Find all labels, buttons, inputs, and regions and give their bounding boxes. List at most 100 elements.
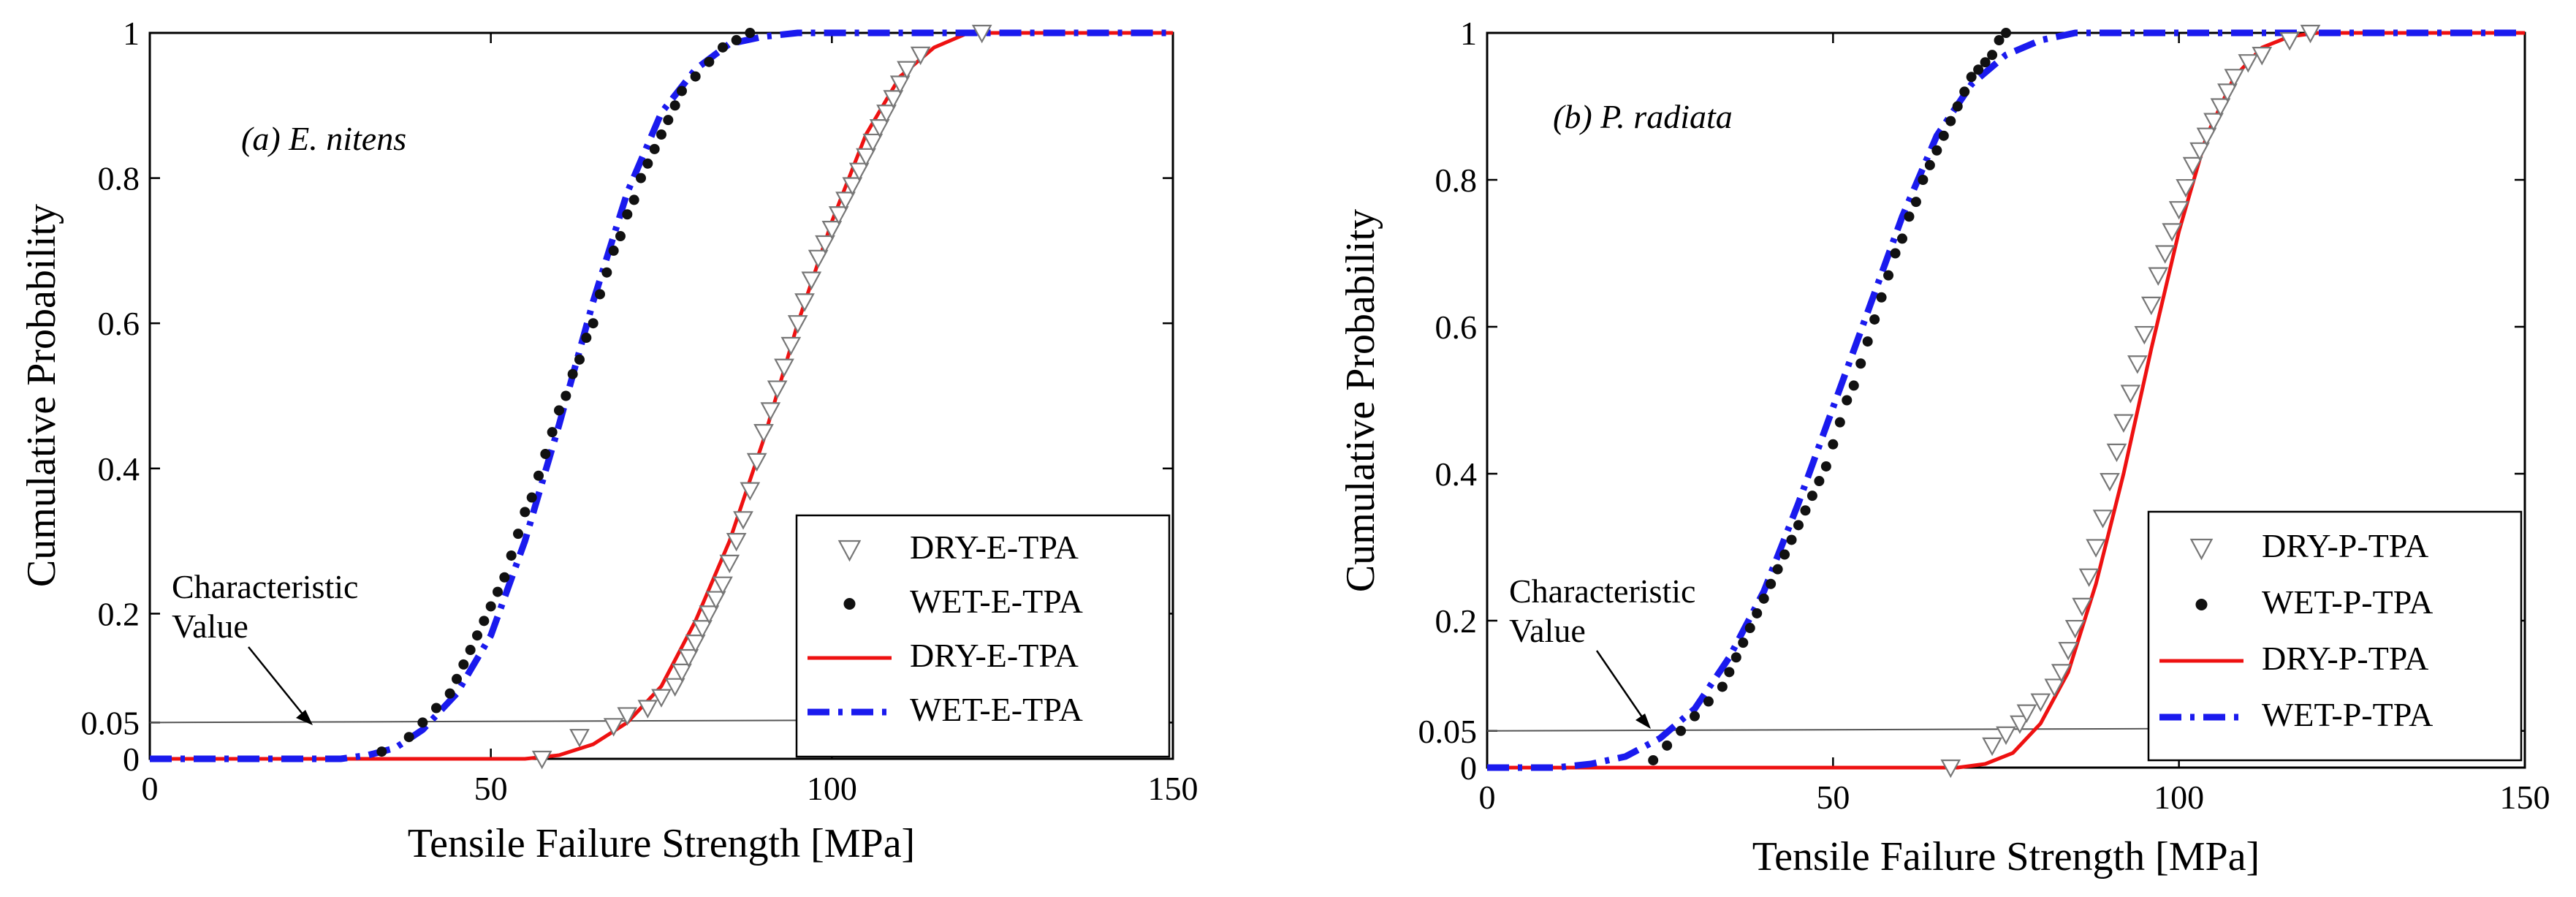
legend-dot-symbol: [2195, 599, 2208, 610]
wet-data-point: [1703, 696, 1714, 707]
dry-data-point: [1982, 737, 2002, 757]
wet-data-point: [642, 158, 653, 169]
dry-data-point: [2086, 539, 2106, 558]
dry-data-point: [897, 61, 917, 80]
legend-dot-symbol: [843, 598, 856, 610]
wet-data-point: [1952, 101, 1963, 112]
dry-data-point: [678, 648, 699, 668]
dry-data-point: [746, 453, 767, 472]
dry-data-point: [617, 707, 638, 726]
ytick-label: 0.4: [1435, 455, 1478, 493]
dry-data-point: [726, 532, 747, 552]
wet-data-point: [1834, 417, 1845, 428]
xtick-label: 0: [1479, 779, 1496, 816]
xtick-label: 100: [807, 770, 857, 807]
dry-data-point: [637, 700, 658, 719]
dry-data-point: [531, 750, 552, 770]
dry-data-point: [2252, 47, 2273, 66]
dry-data-point: [2113, 414, 2134, 433]
panel-a-legend-label-3: DRY-E-TPA: [910, 637, 1079, 674]
dry-data-point: [2072, 597, 2092, 617]
ytick-label: 0.8: [98, 160, 140, 197]
wet-data-point: [1806, 491, 1817, 502]
wet-data-point: [615, 231, 626, 242]
panel-a-annotation-line-1: Characteristic: [172, 568, 358, 605]
wet-data-point: [663, 115, 674, 126]
wet-data-point: [452, 673, 462, 684]
panel-a-label: (a) E. nitens: [241, 120, 406, 157]
panel-b-annotation-arrowhead: [1635, 714, 1651, 729]
dry-data-point: [569, 729, 590, 748]
dry-data-point: [2010, 715, 2030, 734]
wet-data-point: [1973, 64, 1984, 75]
xtick-label: 150: [1148, 770, 1198, 807]
panel-b: 00.05 0.2 0.4 0.6 0.8 1 0 50 100 150 (b) P. radi…: [1338, 15, 2550, 879]
wet-data-point: [493, 586, 503, 597]
xtick-label: 100: [2154, 779, 2204, 816]
panel-a-axes-box: [148, 31, 1174, 760]
wet-data-point: [1862, 336, 1873, 347]
wet-data-point: [636, 173, 646, 183]
ytick-label: 0.05: [1418, 713, 1478, 750]
dry-data-point: [2217, 83, 2238, 102]
ytick-label: 0.4: [98, 450, 140, 488]
panel-b-characteristic-line: [1486, 727, 2153, 732]
wet-data-point: [506, 550, 517, 561]
panel-b-legend-label-3: DRY-P-TPA: [2262, 640, 2428, 677]
dry-data-point: [664, 678, 685, 697]
xtick-label: 150: [2500, 779, 2550, 816]
wet-data-point: [1869, 314, 1880, 325]
wet-data-point: [1848, 380, 1859, 391]
wet-data-point: [1800, 505, 1811, 516]
panel-a-legend-symbols: [808, 540, 892, 716]
dry-data-point: [685, 635, 706, 654]
ytick-label: 0.6: [1435, 309, 1478, 346]
ytick-label: 1: [1460, 15, 1477, 52]
dry-data-point: [828, 206, 849, 225]
wet-data-point: [1758, 593, 1769, 604]
wet-data-point: [677, 86, 687, 96]
panel-a-annotation-line-2: Value: [172, 608, 248, 645]
wet-data-point: [485, 601, 496, 612]
dry-data-point: [2176, 178, 2196, 198]
wet-data-point: [1793, 520, 1804, 531]
dry-data-point: [2044, 678, 2065, 697]
dry-data-point: [2127, 355, 2148, 374]
wet-data-point: [669, 100, 680, 111]
wet-data-point: [601, 267, 612, 278]
dry-data-point: [2210, 98, 2231, 117]
panel-b-legend-symbols: [2159, 538, 2243, 721]
dry-data-point: [2016, 704, 2037, 723]
wet-data-point: [1890, 248, 1901, 259]
ytick-label: 0: [1460, 749, 1477, 787]
ytick-label: 0.05: [81, 704, 140, 741]
panel-b-annotation-line-2: Value: [1509, 612, 1586, 649]
wet-data-point: [1814, 476, 1825, 487]
wet-data-point: [1738, 637, 1749, 648]
panel-a: 00.05 0.2 0.4 0.6 0.8 1 0 50 100 150 (a) E. nite…: [19, 15, 1198, 866]
dry-data-point: [876, 105, 897, 124]
dry-data-point: [692, 620, 713, 639]
characteristic-value-line: [149, 719, 801, 724]
wet-data-point: [574, 354, 585, 365]
dry-data-point: [2051, 664, 2072, 683]
dry-data-point: [842, 177, 863, 196]
wet-data-point: [1904, 211, 1915, 222]
series-line-wet-p-tpa: [1487, 29, 2525, 771]
dry-data-point: [2196, 127, 2217, 146]
dry-data-point: [2134, 325, 2155, 345]
dry-data-point: [740, 482, 761, 501]
wet-data-point: [608, 245, 619, 256]
wet-data-point: [554, 405, 564, 416]
xtick-label: 50: [474, 770, 508, 807]
dry-data-point: [835, 192, 856, 211]
wet-data-point: [1730, 652, 1741, 663]
panel-a-ylabel: Cumulative Probability: [19, 204, 64, 587]
dry-data-point: [2148, 267, 2169, 286]
wet-data-point: [1910, 197, 1921, 208]
wet-data-point: [1744, 623, 1755, 634]
wet-data-point: [520, 507, 531, 518]
wet-data-point: [1648, 754, 1659, 765]
ytick-label: 0.2: [1435, 602, 1478, 640]
dry-data-point: [603, 718, 624, 737]
